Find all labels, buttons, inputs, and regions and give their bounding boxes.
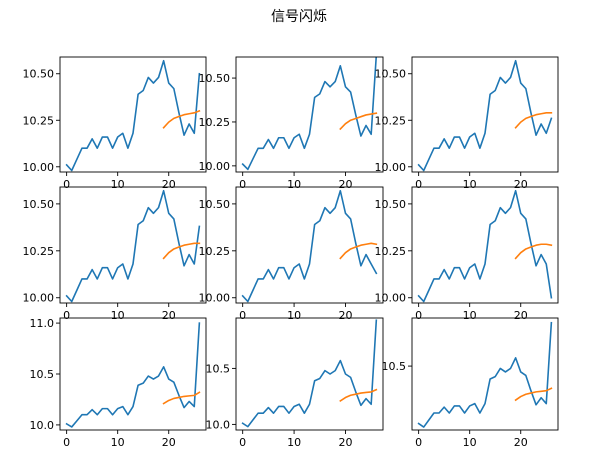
y-tick-label: 10.0: [206, 418, 231, 431]
axes-frame: [411, 317, 559, 431]
x-tick-label: 20: [162, 436, 176, 449]
axes-frame: [59, 317, 207, 431]
x-tick-label: 20: [162, 178, 176, 191]
figure-suptitle: 信号闪烁: [271, 9, 327, 25]
signal-line: [65, 59, 201, 172]
y-tick-label: 10.00: [375, 292, 407, 305]
axes-frame: [235, 56, 384, 173]
signal-line: [241, 57, 378, 171]
y-tick-label: 10.25: [199, 116, 231, 129]
y-tick-label: 10.00: [199, 160, 231, 173]
axes-frame: [235, 317, 384, 431]
subplot-8: 0 10 20 10.0 10.5: [206, 317, 384, 449]
x-tick-label: 10: [111, 178, 125, 191]
y-tick-label: 10.25: [23, 114, 55, 127]
y-tick-label: 10.25: [375, 245, 407, 258]
y-tick-label: 10.25: [199, 245, 231, 258]
trend-line: [162, 109, 201, 129]
x-tick-label: 10: [287, 436, 301, 449]
signal-line: [241, 319, 378, 428]
y-tick-label: 10.5: [382, 360, 407, 373]
axes-frame: [411, 186, 559, 304]
x-tick-label: 0: [415, 436, 422, 449]
x-tick-label: 20: [514, 309, 528, 322]
trend-line: [339, 112, 378, 131]
trend-line: [339, 242, 378, 260]
axes-frame: [235, 186, 384, 304]
axes-frame: [59, 186, 207, 304]
signal-line: [417, 59, 553, 172]
signal-line: [417, 321, 553, 428]
x-tick-label: 10: [463, 309, 477, 322]
y-tick-label: 11.0: [30, 317, 55, 330]
x-tick-label: 10: [287, 309, 301, 322]
axes-frame: [411, 56, 559, 173]
axes-frame: [59, 56, 207, 173]
subplot-4: 0 10 20 10.00 10.25 10.50: [23, 186, 207, 322]
x-tick-label: 0: [239, 309, 246, 322]
y-tick-label: 10.50: [375, 68, 407, 81]
trend-line: [162, 242, 201, 260]
trend-line: [514, 112, 553, 129]
x-tick-label: 0: [239, 178, 246, 191]
subplot-1: 0 10 20 10.00 10.25 10.50: [23, 56, 207, 191]
x-tick-label: 10: [463, 436, 477, 449]
y-tick-label: 10.00: [199, 292, 231, 305]
subplot-6: 0 10 20 10.00 10.25 10.50: [375, 186, 559, 322]
subplot-7: 0 10 20 10.0 10.5 11.0: [30, 317, 207, 449]
x-tick-label: 0: [239, 436, 246, 449]
x-tick-label: 10: [111, 436, 125, 449]
y-tick-label: 10.5: [206, 362, 231, 375]
x-tick-label: 10: [463, 178, 477, 191]
y-tick-label: 10.50: [375, 198, 407, 211]
x-tick-label: 20: [162, 309, 176, 322]
y-tick-label: 10.50: [23, 68, 55, 81]
x-tick-label: 20: [338, 178, 352, 191]
y-tick-label: 10.0: [30, 419, 55, 432]
subplot-5: 0 10 20 10.00 10.25 10.50: [199, 186, 384, 322]
trend-line: [514, 387, 553, 402]
y-tick-label: 10.50: [199, 198, 231, 211]
subplot-3: 0 10 20 10.00 10.25 10.50: [375, 56, 559, 191]
x-tick-label: 0: [63, 436, 70, 449]
y-tick-label: 10.50: [199, 72, 231, 85]
x-tick-label: 0: [63, 178, 70, 191]
x-tick-label: 20: [514, 178, 528, 191]
y-tick-label: 10.50: [23, 198, 55, 211]
y-tick-label: 10.25: [23, 245, 55, 258]
x-tick-label: 0: [415, 178, 422, 191]
trend-line: [339, 388, 378, 402]
y-tick-label: 10.00: [23, 161, 55, 174]
x-tick-label: 20: [338, 309, 352, 322]
y-tick-label: 10.5: [30, 368, 55, 381]
x-tick-label: 10: [111, 309, 125, 322]
signal-line: [417, 189, 553, 303]
y-tick-label: 10.25: [375, 114, 407, 127]
trend-line: [514, 243, 553, 260]
y-tick-label: 10.00: [375, 161, 407, 174]
signal-line: [65, 322, 201, 428]
y-tick-label: 10.00: [23, 292, 55, 305]
x-tick-label: 10: [287, 178, 301, 191]
subplot-2: 0 10 20 10.00 10.25 10.50: [199, 56, 384, 191]
x-tick-label: 20: [514, 436, 528, 449]
x-tick-label: 20: [338, 436, 352, 449]
signal-line: [241, 189, 378, 303]
signal-line: [65, 189, 201, 303]
x-tick-label: 0: [63, 309, 70, 322]
trend-line: [162, 391, 201, 405]
subplot-9: 0 10 20 10.5: [382, 317, 559, 449]
x-tick-label: 0: [415, 309, 422, 322]
